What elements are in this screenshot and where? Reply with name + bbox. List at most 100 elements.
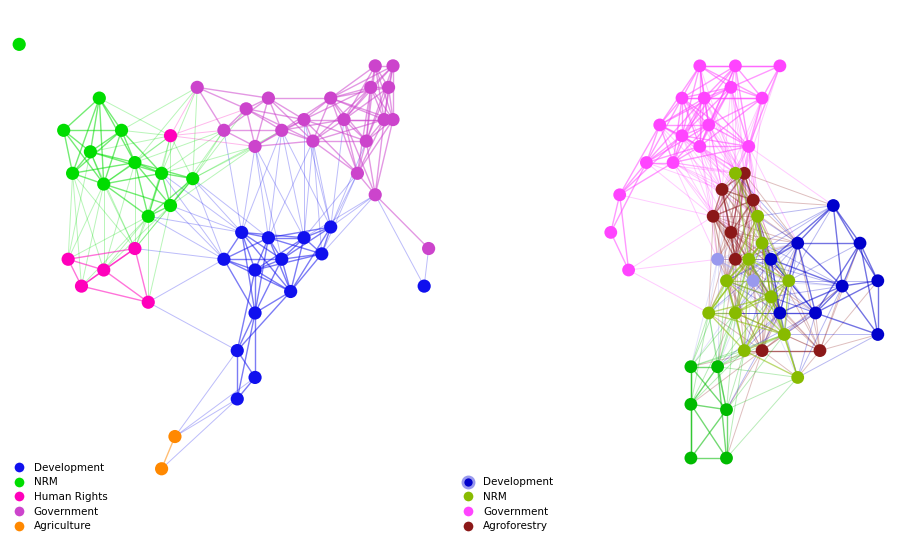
Point [12, 40, 26, 49]
Point [710, 362, 725, 371]
Point [377, 115, 391, 124]
Point [751, 212, 765, 221]
Point [737, 169, 752, 178]
Point [808, 309, 823, 318]
Point [697, 94, 711, 103]
Point [853, 239, 867, 247]
Point [141, 212, 155, 221]
Point [826, 201, 840, 210]
Point [675, 131, 689, 140]
Point [746, 276, 761, 285]
Point [261, 233, 275, 242]
Point [417, 282, 431, 291]
Point [381, 83, 396, 92]
Point [622, 266, 636, 274]
Point [248, 309, 262, 318]
Point [755, 94, 770, 103]
Point [728, 309, 743, 318]
Point [701, 309, 716, 318]
Point [790, 373, 805, 382]
Point [724, 83, 738, 92]
Point [422, 244, 436, 253]
Point [306, 137, 320, 145]
Point [666, 158, 680, 167]
Point [97, 266, 111, 274]
Point [764, 293, 779, 301]
Point [386, 62, 400, 70]
Point [154, 169, 169, 178]
Point [248, 266, 262, 274]
Legend: Development, NRM, Human Rights, Government, Agriculture: Development, NRM, Human Rights, Governme… [6, 461, 109, 534]
Point [724, 228, 738, 237]
Point [217, 126, 231, 134]
Point [127, 158, 142, 167]
Point [604, 228, 618, 237]
Point [728, 62, 743, 70]
Point [777, 330, 791, 339]
Point [163, 131, 178, 140]
Point [386, 115, 400, 124]
Point [168, 432, 182, 441]
Point [813, 346, 827, 355]
Point [186, 174, 200, 183]
Point [871, 330, 885, 339]
Point [368, 62, 382, 70]
Point [835, 282, 849, 291]
Point [363, 83, 378, 92]
Point [692, 62, 707, 70]
Point [57, 126, 71, 134]
Point [297, 115, 311, 124]
Point [248, 373, 262, 382]
Point [781, 276, 796, 285]
Point [230, 346, 244, 355]
Point [315, 249, 329, 258]
Point [772, 309, 787, 318]
Point [350, 169, 364, 178]
Point [719, 276, 734, 285]
Point [92, 94, 107, 103]
Point [163, 201, 178, 210]
Point [248, 142, 262, 151]
Point [710, 255, 725, 264]
Point [274, 255, 289, 264]
Point [368, 191, 382, 199]
Point [715, 185, 729, 194]
Point [640, 158, 654, 167]
Point [127, 244, 142, 253]
Point [359, 137, 373, 145]
Point [190, 83, 205, 92]
Point [871, 276, 885, 285]
Point [742, 255, 756, 264]
Point [737, 346, 752, 355]
Point [684, 400, 698, 409]
Point [274, 126, 289, 134]
Point [83, 147, 98, 156]
Point [684, 362, 698, 371]
Point [324, 222, 338, 231]
Point [154, 464, 169, 473]
Point [719, 406, 734, 414]
Point [141, 298, 155, 307]
Point [74, 282, 89, 291]
Legend: Development, NRM, Government, Agroforestry: Development, NRM, Government, Agroforest… [456, 475, 555, 534]
Point [755, 239, 770, 247]
Point [728, 255, 743, 264]
Point [239, 105, 253, 113]
Point [324, 94, 338, 103]
Point [701, 120, 716, 129]
Point [692, 142, 707, 151]
Point [297, 233, 311, 242]
Point [746, 196, 761, 205]
Point [684, 454, 698, 462]
Point [217, 255, 231, 264]
Point [755, 346, 770, 355]
Point [234, 228, 248, 237]
Point [790, 239, 805, 247]
Point [283, 287, 298, 296]
Point [706, 212, 720, 221]
Point [719, 454, 734, 462]
Point [675, 94, 689, 103]
Point [97, 180, 111, 188]
Point [728, 169, 743, 178]
Point [230, 395, 244, 403]
